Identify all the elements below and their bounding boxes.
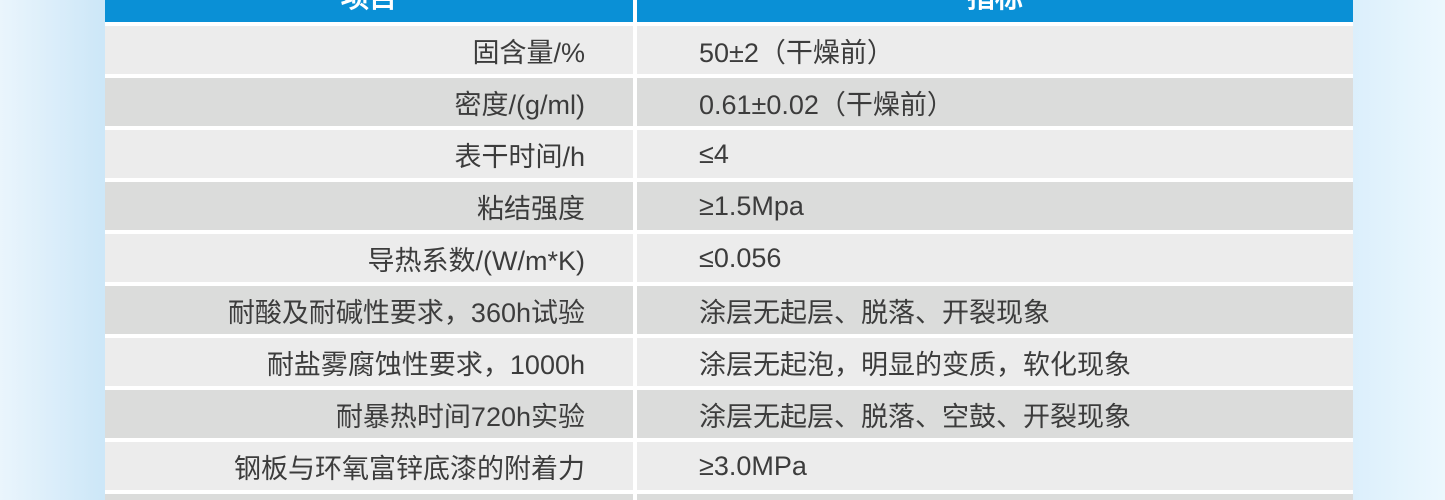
item-cell: 密度/(g/ml): [105, 78, 633, 126]
table-header-row: 项目 指标: [105, 0, 1353, 22]
value-cell: 0.61±0.02（干燥前）: [637, 78, 1353, 126]
item-cell: 粘结强度: [105, 182, 633, 230]
value-cell: ≤0.056: [637, 234, 1353, 282]
value-cell: [637, 494, 1353, 500]
item-cell: 耐盐雾腐蚀性要求，1000h: [105, 338, 633, 386]
item-cell: 钢板与环氧富锌底漆的附着力: [105, 442, 633, 490]
value-cell: 涂层无起层、脱落、开裂现象: [637, 286, 1353, 334]
table-body: 固含量/% 50±2（干燥前） 密度/(g/ml) 0.61±0.02（干燥前）…: [105, 26, 1353, 500]
table-row: 耐酸及耐碱性要求，360h试验 涂层无起层、脱落、开裂现象: [105, 286, 1353, 334]
table-row: 密度/(g/ml) 0.61±0.02（干燥前）: [105, 78, 1353, 126]
table-row: 耐盐雾腐蚀性要求，1000h 涂层无起泡，明显的变质，软化现象: [105, 338, 1353, 386]
table-row: 粘结强度 ≥1.5Mpa: [105, 182, 1353, 230]
value-cell: 50±2（干燥前）: [637, 26, 1353, 74]
spec-table: 项目 指标 固含量/% 50±2（干燥前） 密度/(g/ml) 0.61±0.0…: [105, 0, 1353, 500]
item-cell: 固含量/%: [105, 26, 633, 74]
item-cell: 耐酸及耐碱性要求，360h试验: [105, 286, 633, 334]
header-item-cell: 项目: [105, 0, 633, 22]
header-indicator-cell: 指标: [637, 0, 1353, 22]
item-cell: 表干时间/h: [105, 130, 633, 178]
table-row: [105, 494, 1353, 500]
value-cell: ≥3.0MPa: [637, 442, 1353, 490]
value-cell: ≥1.5Mpa: [637, 182, 1353, 230]
value-cell: 涂层无起泡，明显的变质，软化现象: [637, 338, 1353, 386]
item-cell: [105, 494, 633, 500]
table-row: 固含量/% 50±2（干燥前）: [105, 26, 1353, 74]
table-row: 表干时间/h ≤4: [105, 130, 1353, 178]
table-row: 钢板与环氧富锌底漆的附着力 ≥3.0MPa: [105, 442, 1353, 490]
table-row: 导热系数/(W/m*K) ≤0.056: [105, 234, 1353, 282]
value-cell: ≤4: [637, 130, 1353, 178]
table-row: 耐暴热时间720h实验 涂层无起层、脱落、空鼓、开裂现象: [105, 390, 1353, 438]
item-cell: 耐暴热时间720h实验: [105, 390, 633, 438]
item-cell: 导热系数/(W/m*K): [105, 234, 633, 282]
value-cell: 涂层无起层、脱落、空鼓、开裂现象: [637, 390, 1353, 438]
